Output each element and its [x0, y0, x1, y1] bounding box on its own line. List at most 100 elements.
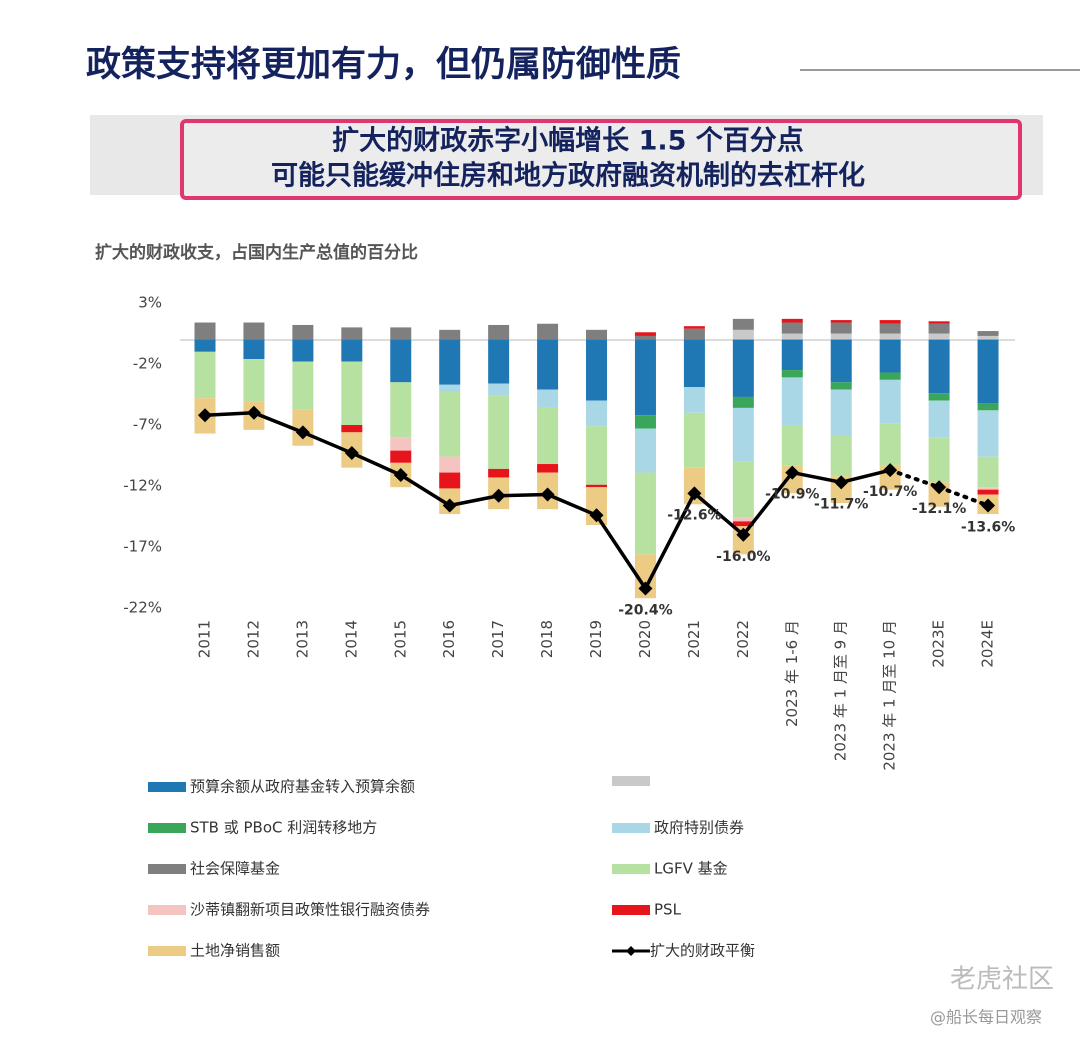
bar-segment	[390, 450, 412, 463]
bar-segment	[732, 329, 754, 340]
balance-line-segment	[692, 491, 746, 537]
x-tick-label: 2020	[636, 620, 654, 658]
bar-segment	[683, 387, 705, 413]
data-label: -16.0%	[716, 549, 770, 565]
x-tick-label: 2015	[391, 620, 409, 658]
bar-segment	[194, 322, 216, 340]
legend-swatch	[612, 776, 650, 786]
balance-line-segment	[399, 473, 452, 508]
x-tick-label: 2024E	[979, 620, 997, 668]
legend-label: PSL	[654, 901, 682, 919]
bar-segment	[439, 456, 461, 473]
bar-segment	[879, 423, 901, 466]
x-tick-label: 2014	[342, 620, 360, 658]
x-tick-label: 2019	[587, 620, 605, 658]
page-title: 政策支持将更加有力，但仍属防御性质	[86, 45, 681, 85]
bar-segment	[439, 384, 461, 393]
bar-segment	[928, 437, 950, 483]
legend-label: 预算余额从政府基金转入预算余额	[190, 778, 415, 796]
balance-marker	[785, 465, 800, 480]
bar-segment	[732, 461, 754, 518]
bar-segment	[879, 339, 901, 373]
bar-segment	[243, 339, 265, 360]
data-label: -12.1%	[912, 501, 966, 517]
bar-segment	[879, 333, 901, 340]
balance-marker	[344, 446, 359, 461]
balance-line-segment	[350, 451, 403, 477]
bar-segment	[537, 464, 559, 473]
watermark: 老虎社区	[950, 965, 1054, 995]
bar-segment	[586, 339, 608, 401]
data-label: -10.9%	[765, 487, 819, 503]
balance-marker	[540, 487, 555, 502]
y-tick-label: -12%	[123, 477, 162, 495]
bar-segment	[488, 468, 510, 478]
balance-marker	[198, 408, 212, 423]
balance-marker	[246, 405, 261, 420]
data-label: -13.6%	[961, 520, 1015, 536]
balance-marker	[491, 488, 506, 503]
bar-segment	[732, 339, 754, 397]
balance-marker	[883, 463, 898, 478]
bar-segment	[830, 382, 852, 390]
bar-segment	[977, 335, 999, 340]
balance-marker	[981, 498, 996, 513]
balance-line-segment	[447, 494, 501, 508]
legend-swatch	[148, 782, 186, 792]
y-tick-label: -17%	[123, 538, 162, 556]
bar-segment	[439, 329, 461, 340]
bar-segment	[341, 339, 363, 362]
legend-swatch	[612, 864, 650, 874]
bar-segment	[879, 320, 901, 324]
callout-line: 扩大的财政赤字小幅增长 1.5 个百分点	[332, 125, 804, 157]
bar-segment	[488, 383, 510, 396]
y-tick-label: -2%	[133, 355, 162, 373]
bar-segment	[537, 323, 559, 340]
bar-segment	[439, 392, 461, 457]
bar-segment	[488, 339, 510, 384]
balance-line-segment	[203, 411, 256, 417]
bar-segment	[683, 412, 705, 468]
x-tick-label: 2011	[196, 620, 214, 658]
bar-segment	[928, 321, 950, 324]
balance-marker	[736, 527, 751, 542]
balance-line-segment	[594, 513, 648, 591]
bar-segment	[586, 400, 608, 427]
bar-segment	[781, 318, 803, 323]
bar-segment	[439, 472, 461, 489]
bar-segment	[977, 403, 999, 411]
bar-segment	[781, 425, 803, 466]
legend-label: 扩大的财政平衡	[650, 942, 755, 960]
bar-segment	[341, 425, 363, 433]
balance-line-segment	[839, 468, 892, 485]
legend-swatch	[148, 864, 186, 874]
balance-line-segment	[301, 430, 354, 455]
bar-segment	[390, 382, 412, 438]
bar-segment	[879, 323, 901, 334]
x-tick-label: 2013	[293, 620, 311, 658]
bar-segment	[781, 339, 803, 371]
y-tick-label: 3%	[138, 294, 162, 312]
balance-marker	[834, 475, 849, 490]
bar-segment	[194, 339, 216, 352]
bar-segment	[292, 339, 314, 362]
bar-segment	[634, 428, 656, 473]
callout-box	[180, 119, 1022, 200]
legend-label: STB 或 PBoC 利润转移地方	[190, 819, 377, 837]
bar-segment	[781, 322, 803, 334]
bar-segment	[537, 339, 559, 390]
balance-marker	[932, 480, 947, 495]
bar-segment	[732, 521, 754, 527]
bar-segment	[928, 339, 950, 394]
balance-line-segment	[643, 491, 697, 591]
x-tick-label: 2023 年 1-6 月	[783, 620, 801, 727]
bar-segment	[683, 328, 705, 340]
x-tick-label: 2022	[734, 620, 752, 658]
balance-marker	[589, 508, 604, 523]
legend-label: LGFV 基金	[654, 860, 728, 878]
bar-segment	[830, 339, 852, 383]
legend-swatch	[148, 823, 186, 833]
bar-segment	[830, 389, 852, 436]
bar-segment	[977, 489, 999, 495]
legend-swatch	[148, 946, 186, 956]
